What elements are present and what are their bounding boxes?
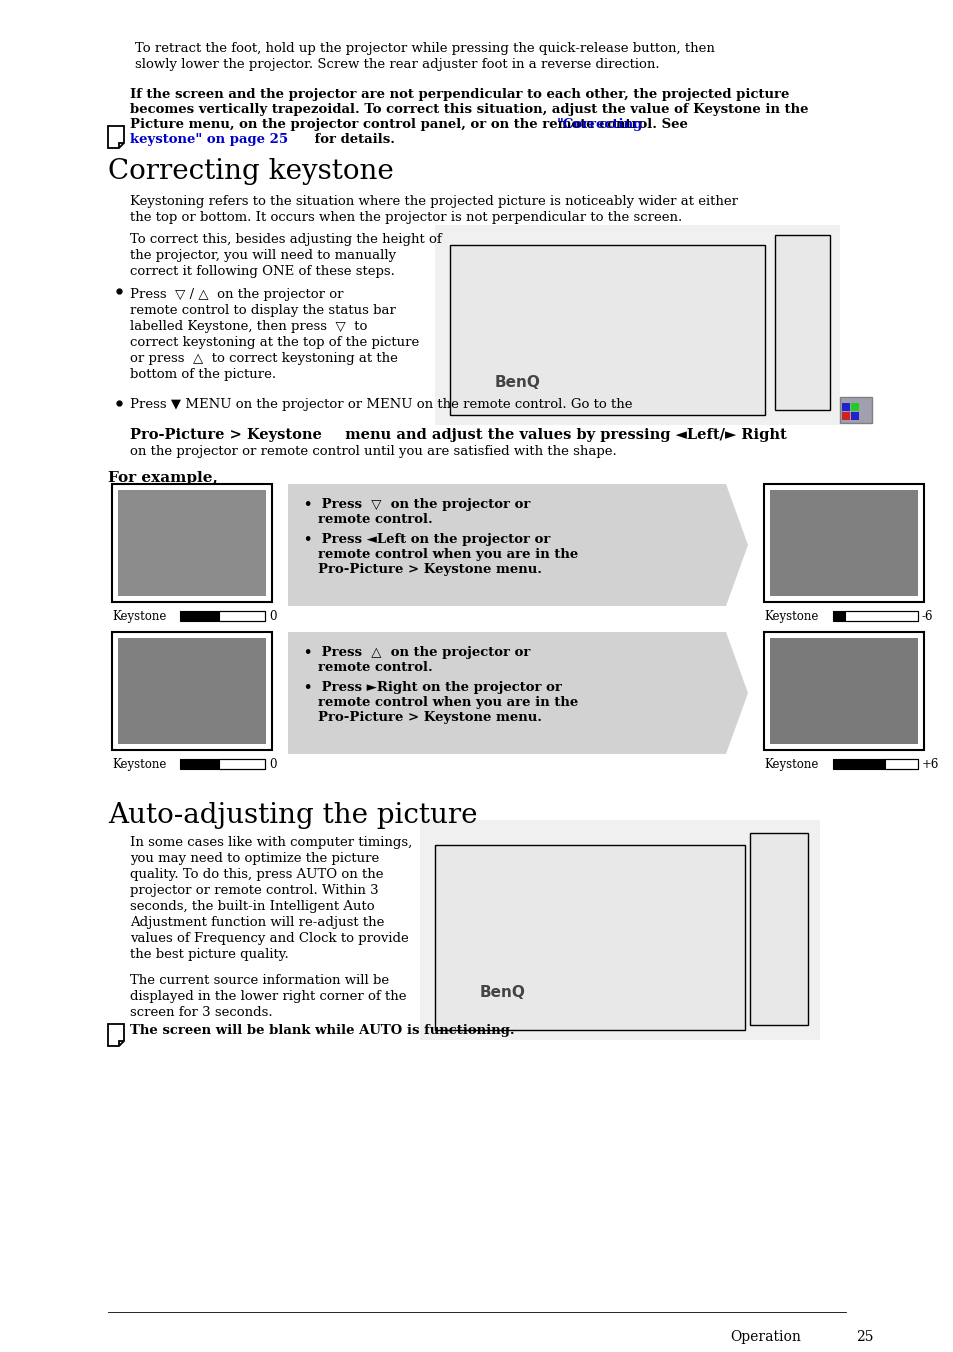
Bar xyxy=(219,611,265,621)
Text: quality. To do this, press AUTO on the: quality. To do this, press AUTO on the xyxy=(130,868,383,882)
Text: for details.: for details. xyxy=(310,132,395,146)
Bar xyxy=(112,631,272,750)
Text: Adjustment function will re-adjust the: Adjustment function will re-adjust the xyxy=(130,917,384,929)
Text: you may need to optimize the picture: you may need to optimize the picture xyxy=(130,852,379,865)
Bar xyxy=(763,484,923,602)
Text: 0: 0 xyxy=(269,610,276,623)
Text: The current source information will be: The current source information will be xyxy=(130,973,389,987)
Bar xyxy=(850,412,858,420)
Text: Keystone: Keystone xyxy=(763,758,818,771)
Bar xyxy=(419,821,820,1040)
Bar xyxy=(450,245,764,415)
Bar xyxy=(844,611,917,621)
Text: Correcting keystone: Correcting keystone xyxy=(108,158,394,185)
Text: 25: 25 xyxy=(855,1330,873,1344)
Bar xyxy=(774,235,829,410)
Bar xyxy=(763,631,923,750)
Bar xyxy=(180,758,219,769)
Text: •  Press  △  on the projector or: • Press △ on the projector or xyxy=(304,646,530,658)
Text: menu and adjust the values by pressing ◄Left/► Right: menu and adjust the values by pressing ◄… xyxy=(339,429,786,442)
Text: Pro-Picture > Keystone menu.: Pro-Picture > Keystone menu. xyxy=(317,562,541,576)
Text: remote control to display the status bar: remote control to display the status bar xyxy=(130,304,395,316)
Bar xyxy=(112,484,272,602)
Text: bottom of the picture.: bottom of the picture. xyxy=(130,368,275,381)
Text: projector or remote control. Within 3: projector or remote control. Within 3 xyxy=(130,884,378,896)
Text: seconds, the built-in Intelligent Auto: seconds, the built-in Intelligent Auto xyxy=(130,900,375,913)
Text: -6: -6 xyxy=(921,610,933,623)
Bar xyxy=(118,489,266,596)
Text: Keystoning refers to the situation where the projected picture is noticeably wid: Keystoning refers to the situation where… xyxy=(130,195,738,208)
Text: 0: 0 xyxy=(269,758,276,771)
Bar xyxy=(435,845,744,1030)
Text: The screen will be blank while AUTO is functioning.: The screen will be blank while AUTO is f… xyxy=(130,1023,514,1037)
Bar xyxy=(749,833,807,1025)
Text: To retract the foot, hold up the projector while pressing the quick-release butt: To retract the foot, hold up the project… xyxy=(135,42,714,55)
Bar xyxy=(832,611,844,621)
Text: If the screen and the projector are not perpendicular to each other, the project: If the screen and the projector are not … xyxy=(130,88,788,101)
Text: To correct this, besides adjusting the height of: To correct this, besides adjusting the h… xyxy=(130,233,441,246)
Bar xyxy=(884,758,917,769)
Text: or press  △  to correct keystoning at the: or press △ to correct keystoning at the xyxy=(130,352,397,365)
Text: remote control when you are in the: remote control when you are in the xyxy=(317,548,578,561)
Text: Keystone: Keystone xyxy=(763,610,818,623)
Text: Press ▼ MENU on the projector or MENU on the remote control. Go to the: Press ▼ MENU on the projector or MENU on… xyxy=(130,397,632,411)
Text: becomes vertically trapezoidal. To correct this situation, adjust the value of K: becomes vertically trapezoidal. To corre… xyxy=(130,103,807,116)
Bar xyxy=(832,611,917,621)
Text: For example,: For example, xyxy=(108,470,217,485)
Text: remote control when you are in the: remote control when you are in the xyxy=(317,696,578,708)
Bar xyxy=(832,758,884,769)
Text: Press  ▽ / △  on the projector or: Press ▽ / △ on the projector or xyxy=(130,288,343,301)
Bar xyxy=(832,758,917,769)
Text: remote control.: remote control. xyxy=(317,661,433,675)
Text: Operation: Operation xyxy=(729,1330,800,1344)
Text: +6: +6 xyxy=(921,758,939,771)
Text: In some cases like with computer timings,: In some cases like with computer timings… xyxy=(130,836,412,849)
Text: •  Press ►Right on the projector or: • Press ►Right on the projector or xyxy=(304,681,561,694)
Polygon shape xyxy=(288,631,747,754)
Bar xyxy=(769,638,917,744)
Bar xyxy=(180,758,265,769)
Text: correct it following ONE of these steps.: correct it following ONE of these steps. xyxy=(130,265,395,279)
Bar xyxy=(840,397,871,423)
Text: displayed in the lower right corner of the: displayed in the lower right corner of t… xyxy=(130,990,406,1003)
Text: correct keystoning at the top of the picture: correct keystoning at the top of the pic… xyxy=(130,337,418,349)
Bar xyxy=(769,489,917,596)
Text: screen for 3 seconds.: screen for 3 seconds. xyxy=(130,1006,273,1019)
Text: Picture menu, on the projector control panel, or on the remote control. See: Picture menu, on the projector control p… xyxy=(130,118,692,131)
Text: BenQ: BenQ xyxy=(479,986,525,1000)
Text: Auto-adjusting the picture: Auto-adjusting the picture xyxy=(108,802,477,829)
Text: the projector, you will need to manually: the projector, you will need to manually xyxy=(130,249,395,262)
Text: keystone" on page 25: keystone" on page 25 xyxy=(130,132,288,146)
Text: Keystone: Keystone xyxy=(112,610,166,623)
Text: remote control.: remote control. xyxy=(317,512,433,526)
Text: on the projector or remote control until you are satisfied with the shape.: on the projector or remote control until… xyxy=(130,445,616,458)
Bar xyxy=(850,403,858,411)
Bar xyxy=(841,412,849,420)
Bar xyxy=(180,611,265,621)
Text: values of Frequency and Clock to provide: values of Frequency and Clock to provide xyxy=(130,932,408,945)
Text: "Correcting: "Correcting xyxy=(557,118,642,131)
Text: Pro-Picture > Keystone menu.: Pro-Picture > Keystone menu. xyxy=(317,711,541,725)
Bar xyxy=(219,758,265,769)
Text: •  Press ◄Left on the projector or: • Press ◄Left on the projector or xyxy=(304,533,550,546)
Text: the top or bottom. It occurs when the projector is not perpendicular to the scre: the top or bottom. It occurs when the pr… xyxy=(130,211,681,224)
Bar xyxy=(435,224,840,425)
Bar xyxy=(180,611,219,621)
Polygon shape xyxy=(288,484,747,606)
Text: slowly lower the projector. Screw the rear adjuster foot in a reverse direction.: slowly lower the projector. Screw the re… xyxy=(135,58,659,72)
Text: labelled Keystone, then press  ▽  to: labelled Keystone, then press ▽ to xyxy=(130,320,367,333)
Text: •  Press  ▽  on the projector or: • Press ▽ on the projector or xyxy=(304,498,530,511)
Text: BenQ: BenQ xyxy=(495,375,540,389)
Bar xyxy=(841,403,849,411)
Text: Keystone: Keystone xyxy=(112,758,166,771)
Text: the best picture quality.: the best picture quality. xyxy=(130,948,289,961)
Text: Pro-Picture > Keystone: Pro-Picture > Keystone xyxy=(130,429,321,442)
Bar xyxy=(118,638,266,744)
